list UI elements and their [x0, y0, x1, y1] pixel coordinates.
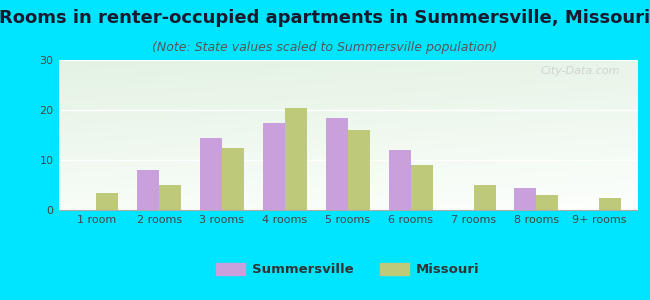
Bar: [411, 165, 433, 210]
Bar: [473, 185, 495, 210]
Legend: Summersville, Missouri: Summersville, Missouri: [211, 257, 484, 281]
Bar: [285, 107, 307, 210]
Bar: [514, 188, 536, 210]
Text: Rooms in renter-occupied apartments in Summersville, Missouri: Rooms in renter-occupied apartments in S…: [0, 9, 650, 27]
Bar: [326, 118, 348, 210]
Bar: [200, 137, 222, 210]
Bar: [263, 122, 285, 210]
Bar: [159, 185, 181, 210]
Bar: [536, 195, 558, 210]
Text: City-Data.com: City-Data.com: [540, 66, 619, 76]
Bar: [389, 150, 411, 210]
Bar: [599, 197, 621, 210]
Bar: [348, 130, 370, 210]
Bar: [96, 193, 118, 210]
Text: (Note: State values scaled to Summersville population): (Note: State values scaled to Summersvil…: [153, 40, 497, 53]
Bar: [137, 170, 159, 210]
Bar: [222, 148, 244, 210]
